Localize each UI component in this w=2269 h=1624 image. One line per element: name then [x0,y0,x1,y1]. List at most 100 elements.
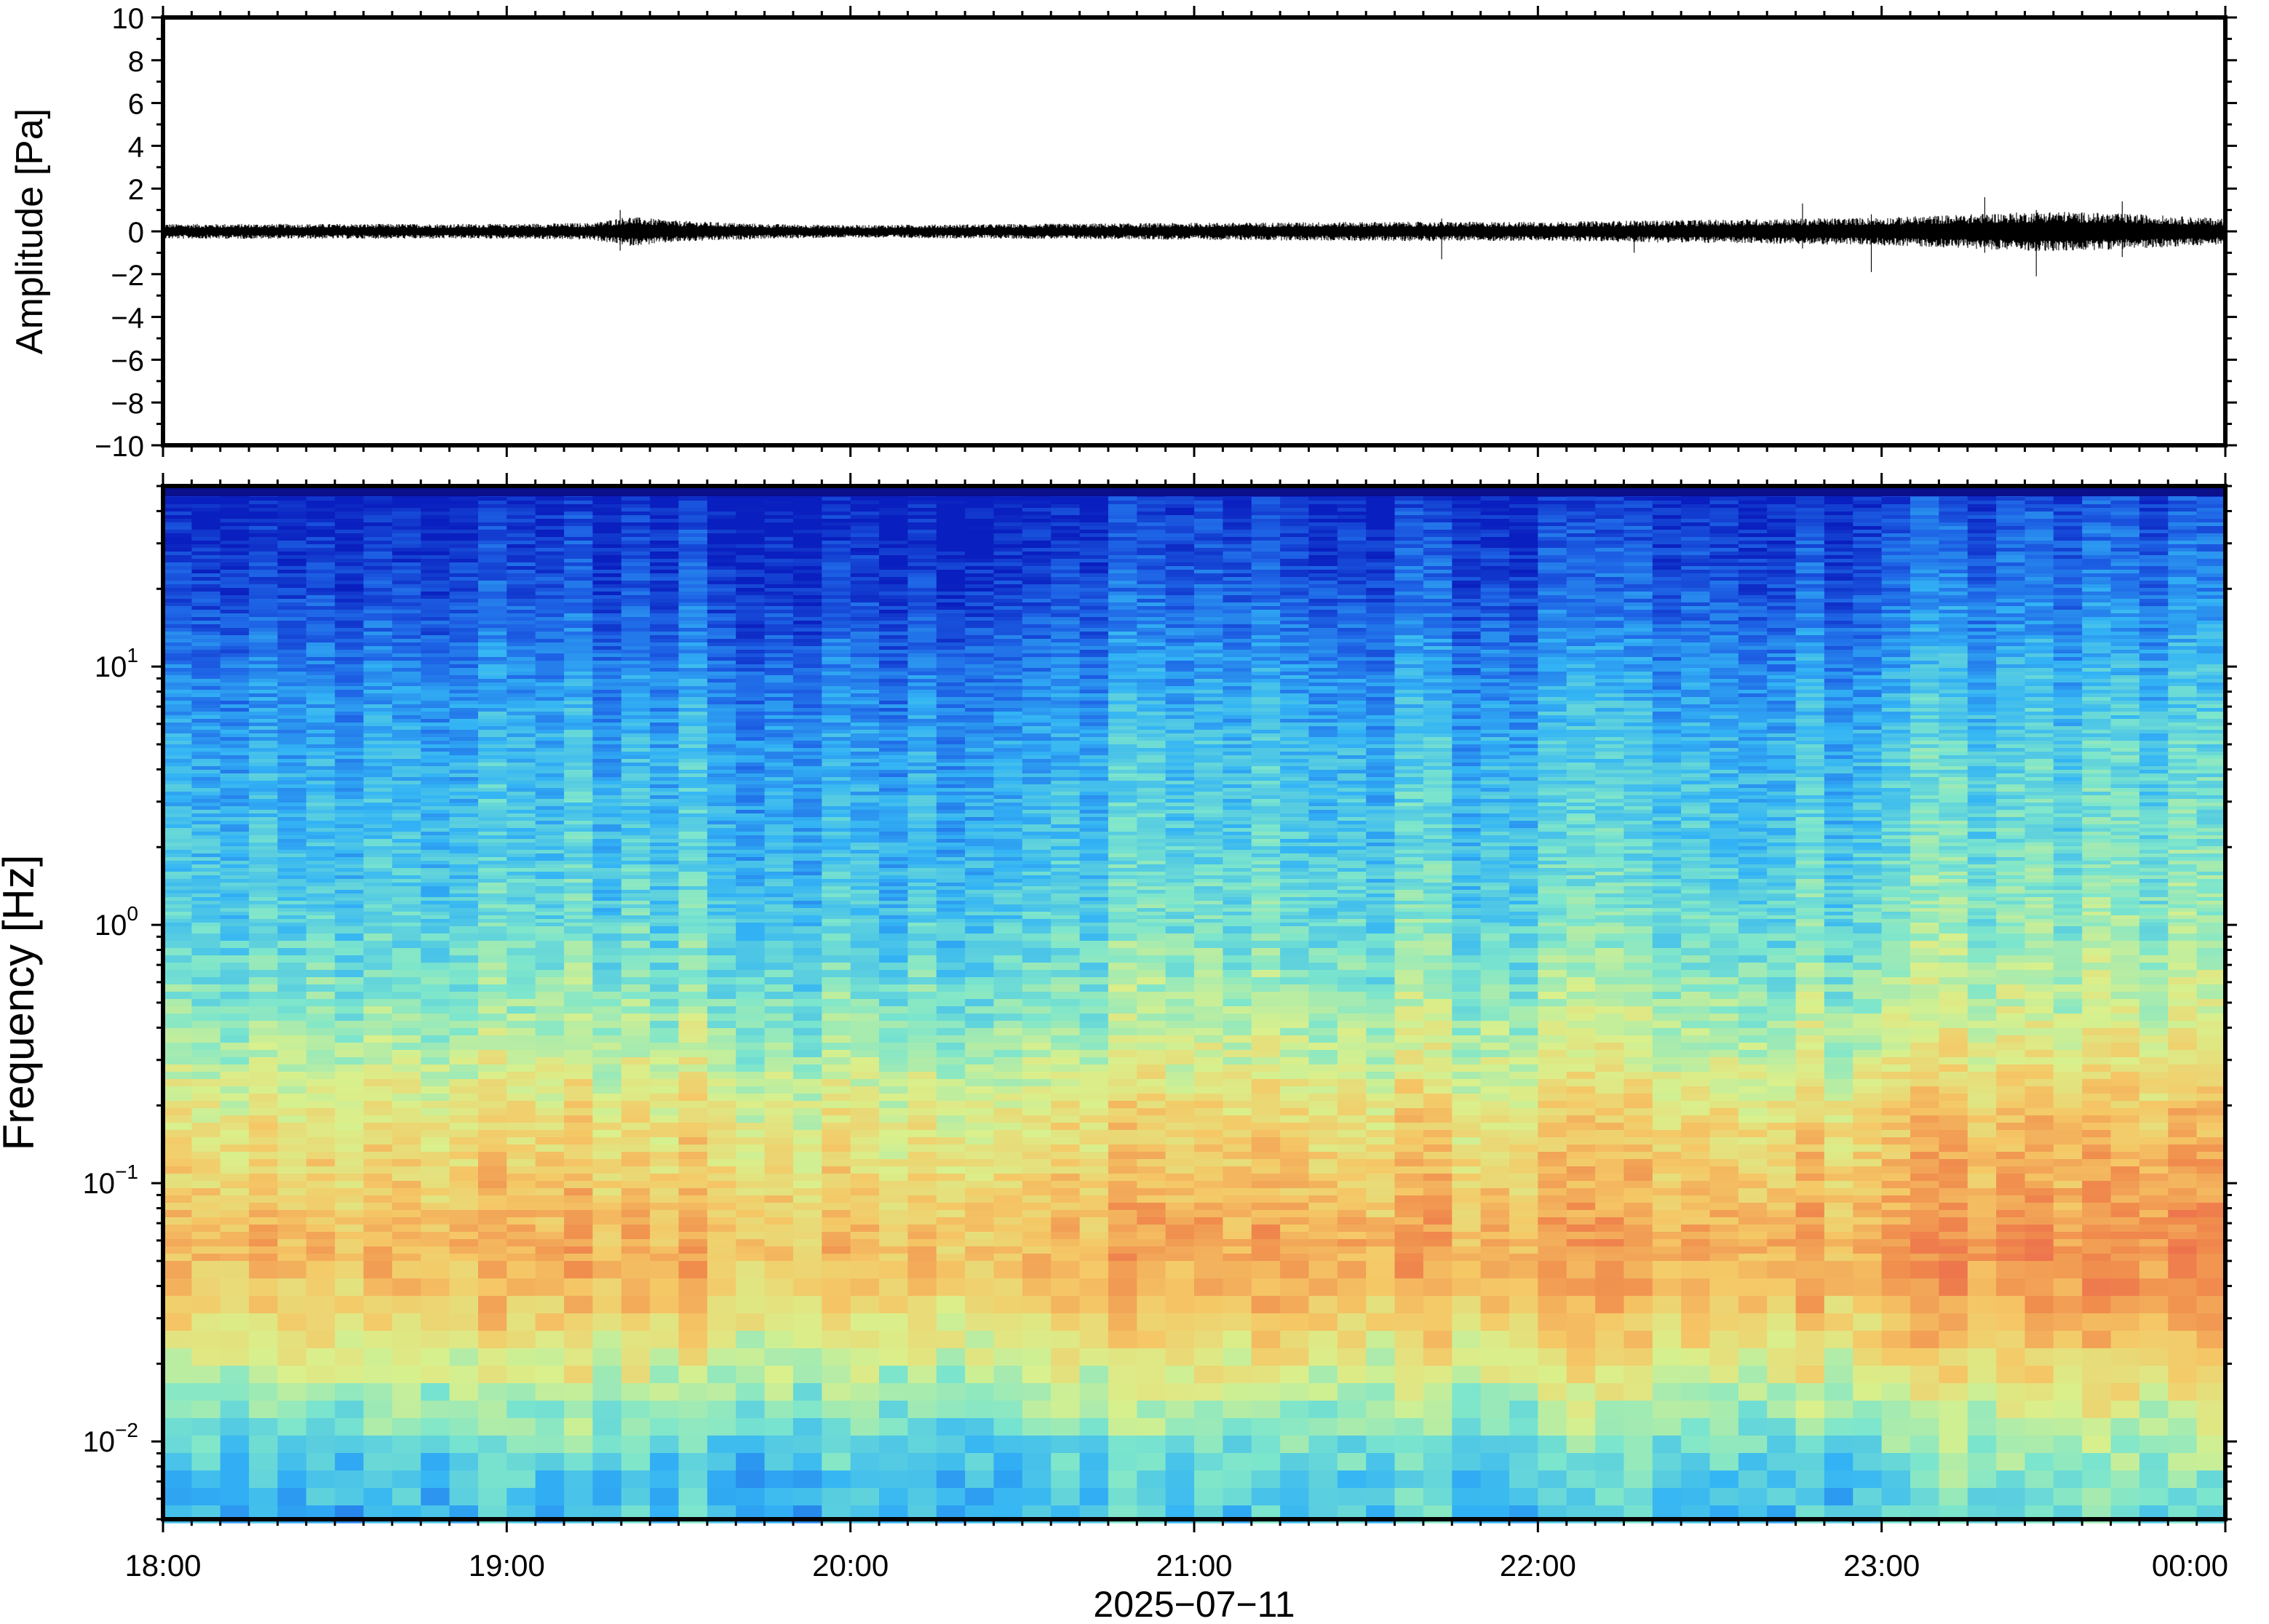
spectrogram-cell [163,923,193,927]
spectrogram-cell [879,1470,909,1489]
spectrogram-cell [879,519,909,523]
spectrogram-cell [736,879,766,883]
spectrogram-cell [678,923,708,927]
spectrogram-cell [650,1115,680,1123]
spectrogram-cell [850,1217,880,1225]
spectrogram-cell [822,755,851,760]
spectrogram-cell [449,562,479,567]
spectrogram-cell [220,592,250,596]
spectrogram-cell [736,1210,766,1218]
spectrogram-cell [449,908,479,912]
spectrogram-cell [621,970,651,978]
spectrogram-cell [879,934,909,942]
spectrogram-cell [220,668,250,672]
spectrogram-cell [707,610,737,614]
spectrogram-cell [249,1261,279,1279]
spectrogram-cell [850,650,880,654]
spectrogram-cell [249,730,279,734]
spectrogram-cell [277,1014,307,1022]
spectrogram-cell [879,741,909,745]
spectrogram-cell [220,1470,250,1489]
spectrogram-cell [650,1086,680,1094]
spectrogram-cell [736,1050,766,1058]
spectrogram-cell [650,632,680,636]
spectrogram-cell [707,853,737,858]
spectrogram-cell [822,792,851,796]
spectrogram-cell [277,1072,307,1080]
spectrogram-cell [707,552,737,556]
spectrogram-cell [163,533,193,538]
spectrogram-cell [163,1188,193,1196]
spectrogram-cell [163,610,193,614]
spectrogram-cell [736,828,766,832]
spectrogram-cell [277,752,307,756]
spectrogram-cell [163,661,193,665]
spectrogram-cell [335,573,365,578]
spectrogram-cell [220,1108,250,1116]
spectrogram-cell [478,773,508,778]
spectrogram-cell [621,1366,651,1384]
spectrogram-cell [564,1115,594,1123]
spectrogram-cell [764,723,794,727]
spectrogram-cell [306,1130,335,1138]
spectrogram-cell [592,934,622,942]
spectrogram-cell [249,941,279,949]
spectrogram-cell [621,806,651,811]
spectrogram-cell [392,566,422,570]
spectrogram-cell [506,1064,536,1072]
spectrogram-cell [506,570,536,574]
spectrogram-cell [163,686,193,690]
spectrogram-cell [191,672,221,676]
spectrogram-cell [392,759,422,763]
spectrogram-cell [822,948,851,956]
spectrogram-cell [678,1418,708,1436]
spectrogram-cell [792,1470,823,1489]
spectrogram-cell [792,599,823,603]
spectrogram-cell [592,573,622,578]
spectrogram-cell [736,682,766,687]
spectrogram-cell [363,941,393,949]
spectrogram-cell [792,963,823,971]
spectrogram-cell [678,1261,708,1279]
spectrogram-cell [506,1166,536,1174]
spectrogram-cell [421,613,450,618]
spectrogram-cell [306,1050,335,1058]
spectrogram-cell [764,1130,794,1138]
spectrogram-cell [564,886,594,891]
spectrogram-cell [822,697,851,701]
spectrogram-cell [850,672,880,676]
spectrogram-cell [564,1108,594,1116]
spectrogram-cell [421,897,450,901]
spectrogram-cell [163,1079,193,1087]
spectrogram-cell [478,1043,508,1051]
spectrogram-cell [421,784,450,789]
spectrogram-cell [363,715,393,720]
spectrogram-cell [306,824,335,829]
spectrogram-cell [650,653,680,658]
spectrogram-cell [449,1195,479,1203]
spectrogram-cell [220,868,250,872]
spectrogram-cell [822,864,851,869]
spectrogram-cell [220,1064,250,1072]
spectrogram-cell [736,1181,766,1189]
spectrogram-cell [764,1470,794,1489]
spectrogram-cell [621,872,651,876]
spectrogram-cell [392,1296,422,1314]
spectrogram-cell [449,570,479,574]
spectrogram-cell [592,773,622,778]
spectrogram-cell [535,1366,565,1384]
spectrogram-cell [535,653,565,658]
spectrogram-cell [363,1028,393,1036]
spectrogram-cell [822,1057,851,1065]
spectrogram-cell [506,752,536,756]
spectrogram-cell [363,661,393,665]
spectrogram-cell [335,795,365,800]
spectrogram-cell [850,639,880,643]
spectrogram-cell [478,1086,508,1094]
spectrogram-cell [163,879,193,883]
spectrogram-cell [363,701,393,705]
spectrogram-cell [592,810,622,814]
spectrogram-cell [478,1101,508,1109]
spectrogram-cell [792,759,823,763]
waveform-y-tick-label: −6 [111,345,144,377]
